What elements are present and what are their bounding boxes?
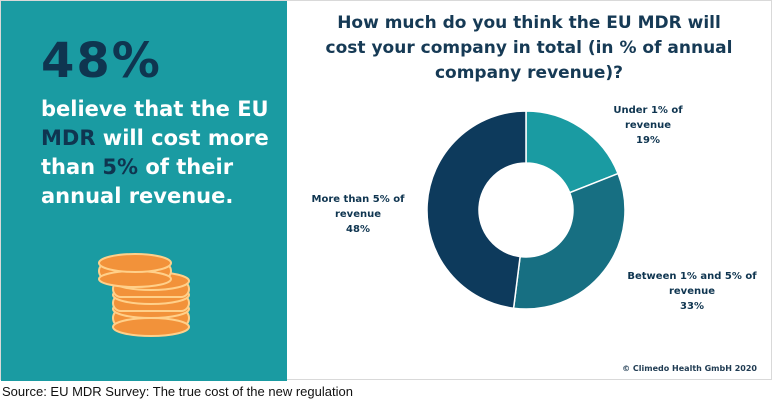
infographic-frame: 48% believe that the EU MDR will cost mo… — [0, 0, 772, 381]
donut-slice-under-1 — [525, 110, 620, 194]
slice-label-value: 19% — [636, 135, 660, 146]
tagline-highlight: 5% — [102, 155, 139, 179]
slice-label-text: Between 1% and 5% of revenue — [627, 271, 757, 297]
slice-label-over-5: More than 5% of revenue 48% — [293, 192, 423, 237]
slice-label-under-1: Under 1% of revenue 19% — [593, 103, 703, 148]
slice-label-text: Under 1% of revenue — [613, 105, 683, 131]
tagline-highlight: MDR — [41, 126, 96, 150]
slice-label-value: 48% — [346, 224, 370, 235]
source-caption: Source: EU MDR Survey: The true cost of … — [2, 384, 353, 399]
tagline-part: of their annual revenue. — [41, 155, 234, 208]
slice-label-value: 33% — [680, 301, 704, 312]
slice-label-1-to-5: Between 1% and 5% of revenue 33% — [617, 269, 767, 314]
donut-chart — [426, 110, 626, 310]
chart-title: How much do you think the EU MDR will co… — [325, 13, 733, 83]
coin-stack-icon — [98, 253, 190, 337]
copyright-note: © Climedo Health GmbH 2020 — [622, 364, 757, 373]
tagline-part: believe that the EU — [41, 97, 269, 121]
tagline-part: will cost more than — [41, 126, 269, 179]
headline-tagline: believe that the EU MDR will cost more t… — [41, 95, 281, 211]
headline-percentage: 48% — [41, 33, 162, 89]
slice-label-text: More than 5% of revenue — [311, 194, 405, 220]
donut-slice-1-to-5 — [512, 172, 626, 310]
donut-slice-over-5 — [426, 110, 527, 310]
summary-panel: 48% believe that the EU MDR will cost mo… — [1, 1, 287, 381]
